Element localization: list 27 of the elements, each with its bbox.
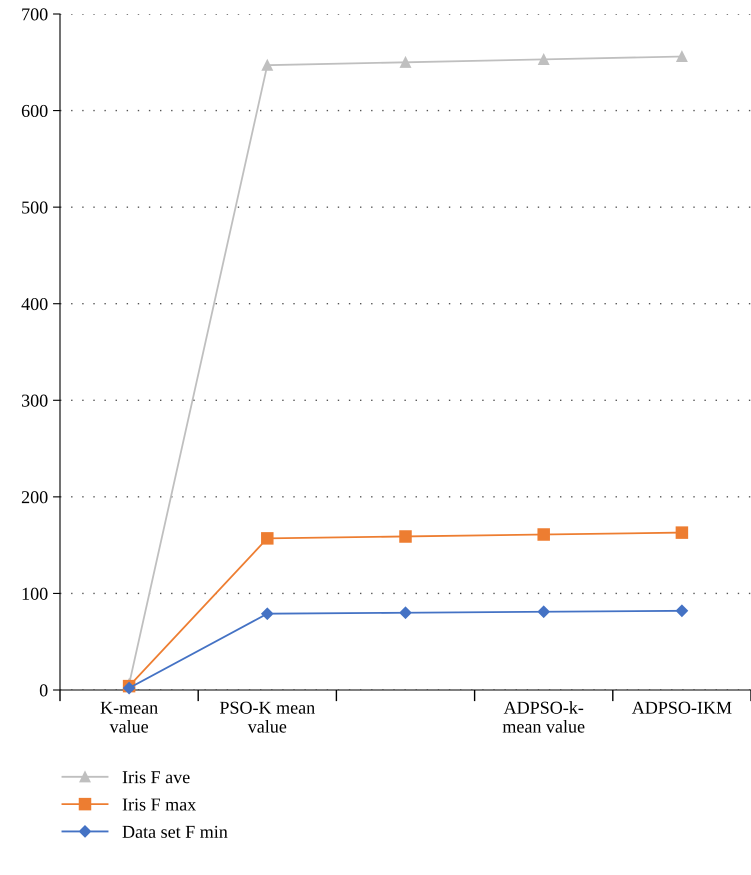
point: [537, 528, 550, 541]
x-tick-label: K-mean value: [100, 702, 158, 733]
y-tick-label: 300: [22, 394, 48, 407]
y-tick-label: 0: [40, 684, 48, 696]
legend-label: Iris F ave: [122, 771, 190, 784]
point: [262, 60, 273, 71]
point: [676, 604, 688, 617]
y-tick-label: 100: [22, 588, 48, 600]
y-tick-label: 700: [22, 8, 48, 20]
x-tick-label: PSO-K mean value: [220, 702, 315, 733]
y-tick-label: 500: [22, 201, 48, 214]
x-tick-label: ADPSO-k-mean value: [502, 701, 584, 733]
y-tick-label: 400: [21, 298, 48, 310]
y-tick-label: 200: [22, 491, 48, 504]
point: [676, 526, 688, 539]
y-tick-label: 600: [22, 104, 48, 118]
point: [261, 608, 274, 620]
point: [399, 530, 412, 543]
legend-label: Data set F min: [122, 826, 228, 838]
legend-label: Iris F max: [122, 798, 196, 811]
x-tick-label: ADPSO-IKM: [632, 702, 732, 714]
point: [399, 606, 412, 619]
point: [676, 50, 688, 62]
point: [261, 532, 274, 545]
point: [538, 606, 550, 618]
point: [538, 54, 550, 65]
point: [400, 56, 412, 68]
